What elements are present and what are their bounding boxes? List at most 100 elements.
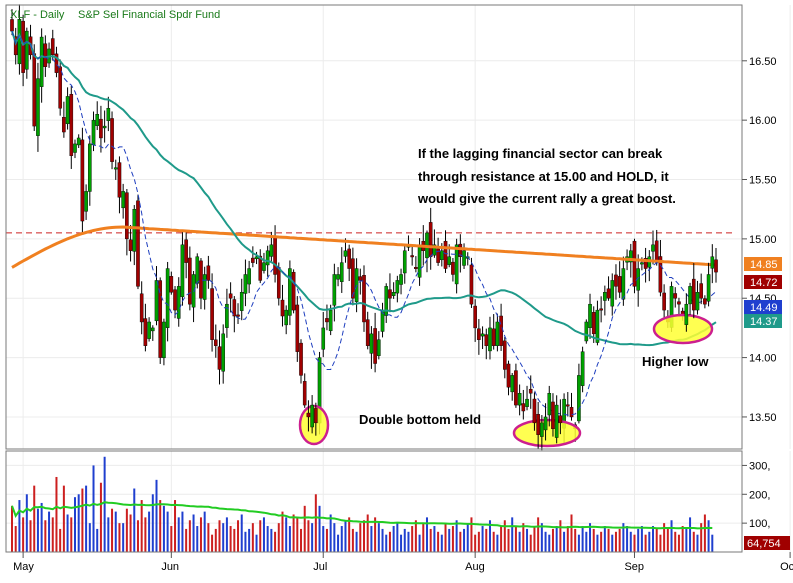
candle	[710, 244, 715, 284]
volume-bar	[318, 505, 321, 552]
candle-body	[62, 117, 66, 133]
volume-bar	[118, 523, 121, 552]
candle-body	[495, 321, 500, 346]
volume-bar	[589, 523, 592, 552]
volume-bar	[325, 528, 328, 552]
candle	[432, 229, 437, 258]
candle-body	[473, 305, 477, 329]
candle-body	[603, 292, 607, 301]
volume-bar	[570, 514, 573, 552]
volume-bar	[240, 514, 243, 552]
volume-bar	[311, 523, 314, 552]
volume-bar	[136, 520, 139, 552]
volume-bar	[451, 526, 454, 552]
volume-bar	[181, 511, 184, 552]
volume-bar	[36, 508, 39, 552]
candle	[332, 263, 337, 322]
candle-body	[436, 248, 440, 263]
volume-bar	[611, 534, 614, 552]
volume-bar	[581, 526, 584, 552]
volume-bar	[574, 528, 577, 552]
candle-body	[125, 192, 129, 240]
candle	[691, 263, 696, 319]
volume-bar	[151, 494, 154, 552]
candle-body	[458, 243, 463, 257]
candle-body	[532, 398, 537, 424]
candle	[80, 127, 85, 233]
volume-bar	[685, 528, 688, 552]
candle	[399, 268, 403, 295]
annotation-line-1: If the lagging financial sector can brea…	[418, 146, 663, 161]
candle-body	[402, 250, 407, 274]
candle-body	[640, 262, 644, 265]
candle-body	[591, 312, 596, 335]
volume-bar	[99, 482, 102, 552]
volume-bar	[66, 514, 69, 552]
candle	[99, 105, 103, 153]
volume-bar	[551, 528, 554, 552]
volume-bar	[344, 520, 347, 552]
volume-bar	[122, 523, 125, 552]
candle-body	[306, 412, 311, 418]
candle-body	[17, 19, 22, 65]
volume-bar	[159, 500, 162, 552]
candle-body	[484, 334, 489, 346]
volume-bar	[33, 485, 36, 552]
candle-body	[110, 118, 114, 162]
price-tags: 14.85 14.72 14.49 14.37 64,754	[744, 257, 790, 550]
volume-tag-box	[744, 536, 790, 550]
candle	[69, 86, 74, 169]
volume-bar	[500, 526, 503, 552]
volume-bar	[444, 523, 447, 552]
candle	[21, 14, 25, 87]
candle-body	[703, 298, 707, 305]
candle	[169, 271, 174, 295]
volume-bar	[670, 520, 673, 552]
candle-body	[432, 244, 437, 256]
candle	[176, 277, 181, 327]
volume-bar	[366, 514, 369, 552]
candle	[617, 261, 622, 298]
volume-bar	[140, 500, 143, 552]
candle-body	[136, 200, 140, 287]
volume-bar	[563, 531, 566, 552]
candle	[43, 35, 48, 77]
volume-bar	[403, 528, 406, 552]
candle	[610, 273, 615, 316]
candle-body	[176, 286, 181, 319]
candle	[310, 395, 314, 434]
double-bottom-label: Double bottom held	[359, 412, 481, 427]
candle	[506, 360, 511, 396]
volume-bar	[407, 531, 410, 552]
volume-bar	[707, 520, 710, 552]
volume-bar	[703, 514, 706, 552]
candle	[469, 257, 474, 308]
candle-body	[414, 267, 418, 269]
candle	[147, 317, 151, 342]
volume-bar	[251, 523, 254, 552]
volume-bar	[481, 526, 484, 552]
ma-50-line	[11, 30, 717, 347]
candle	[299, 339, 303, 384]
candle	[402, 245, 407, 284]
candle	[658, 239, 663, 297]
candle-body	[325, 318, 329, 323]
volume-bar	[540, 523, 543, 552]
volume-bar	[70, 517, 73, 552]
candle-body	[199, 260, 203, 299]
candle-body	[180, 244, 185, 298]
candle	[125, 188, 129, 256]
volume-bar	[329, 514, 332, 552]
candle-body	[551, 401, 555, 430]
volume-bar	[203, 511, 206, 552]
candle	[369, 326, 374, 369]
candle	[336, 267, 340, 287]
candle-body	[95, 114, 100, 126]
candle	[451, 258, 455, 282]
candle	[706, 262, 711, 307]
candle-body	[299, 342, 303, 376]
volume-ma-line	[11, 501, 713, 530]
candle-body	[588, 303, 592, 329]
